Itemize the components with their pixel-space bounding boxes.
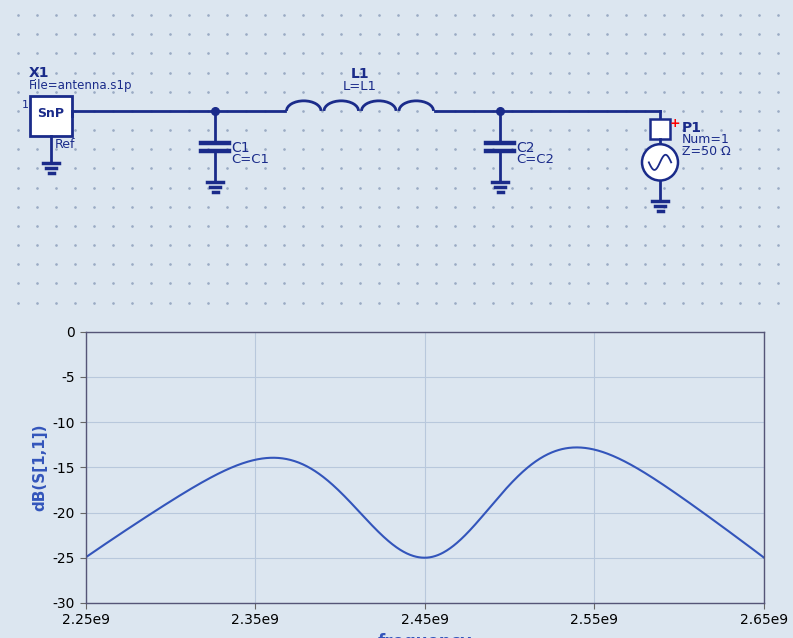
X-axis label: frequency: frequency (377, 633, 472, 638)
Y-axis label: dB(S[1,1]): dB(S[1,1]) (33, 424, 47, 511)
Bar (30, 96, 72, 136)
Text: SnP: SnP (37, 107, 64, 121)
Text: L1: L1 (351, 67, 370, 80)
Text: +: + (670, 117, 680, 130)
Circle shape (642, 144, 678, 181)
Text: File=antenna.s1p: File=antenna.s1p (29, 78, 132, 92)
Text: 1: 1 (22, 100, 29, 110)
Text: X1: X1 (29, 66, 49, 80)
Text: Num=1: Num=1 (682, 133, 730, 146)
Text: C=C1: C=C1 (231, 153, 269, 167)
Text: Ref: Ref (55, 138, 75, 151)
Text: C1: C1 (231, 141, 250, 155)
Text: P1: P1 (682, 121, 702, 135)
Text: L=L1: L=L1 (343, 80, 377, 93)
Text: C2: C2 (516, 141, 534, 155)
Text: C=C2: C=C2 (516, 153, 554, 167)
Text: Z=50 Ω: Z=50 Ω (682, 145, 731, 158)
Bar (650, 119, 670, 139)
